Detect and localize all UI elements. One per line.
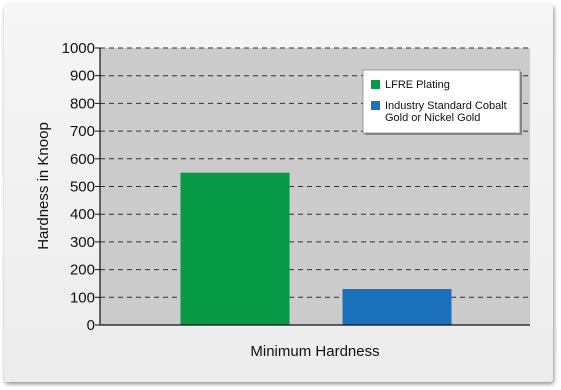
x-axis-title: Minimum Hardness bbox=[250, 343, 379, 360]
y-tick-label: 300 bbox=[70, 234, 95, 251]
y-tick-label: 100 bbox=[70, 289, 95, 306]
legend-label-1: LFRE Plating bbox=[385, 79, 450, 91]
legend-label-2: Industry Standard Cobalt bbox=[385, 100, 507, 112]
y-axis-title: Hardness in Knoop bbox=[35, 122, 52, 250]
legend-swatch-2 bbox=[371, 101, 380, 110]
y-tick-label: 1000 bbox=[62, 40, 95, 57]
y-tick-label: 600 bbox=[70, 151, 95, 168]
y-tick-label: 400 bbox=[70, 206, 95, 223]
y-tick-label: 700 bbox=[70, 123, 95, 140]
legend-swatch-1 bbox=[371, 80, 380, 89]
legend: LFRE Plating Industry Standard CobaltGold… bbox=[363, 70, 522, 135]
y-tick-labels: 0 100 200 300 400 500 600 700 800 900 1000 bbox=[62, 40, 100, 334]
bar-1 bbox=[181, 173, 290, 325]
bar-2 bbox=[343, 289, 452, 325]
y-tick-label: 200 bbox=[70, 262, 95, 279]
y-tick-label: 0 bbox=[87, 317, 95, 334]
y-tick-label: 800 bbox=[70, 95, 95, 112]
y-tick-label: 900 bbox=[70, 68, 95, 85]
legend-label-2: Gold or Nickel Gold bbox=[385, 112, 480, 124]
y-tick-label: 500 bbox=[70, 179, 95, 196]
